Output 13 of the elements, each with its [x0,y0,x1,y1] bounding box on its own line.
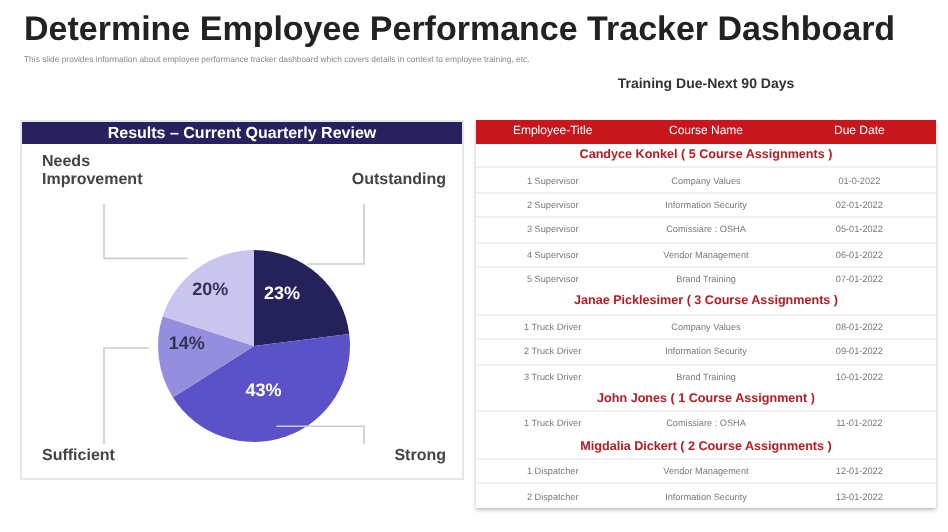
pie-slice [172,333,350,442]
pie-slice [162,250,254,346]
data-label: 43% [245,380,282,401]
chart-title: Determine Employee Performance Tracker Dashboard [24,10,896,50]
text: Results – Current Quarterly Review [22,122,462,144]
data-label: 23% [264,282,301,303]
data-label: 14% [168,333,205,354]
data-label: 20% [192,279,229,300]
slice-label: Outstanding [351,170,447,188]
slice-label: Sufficient [42,446,116,464]
pie-slice [254,250,350,346]
slice-label: Needs Improvement [42,152,144,188]
slice-label: Strong [394,446,447,464]
